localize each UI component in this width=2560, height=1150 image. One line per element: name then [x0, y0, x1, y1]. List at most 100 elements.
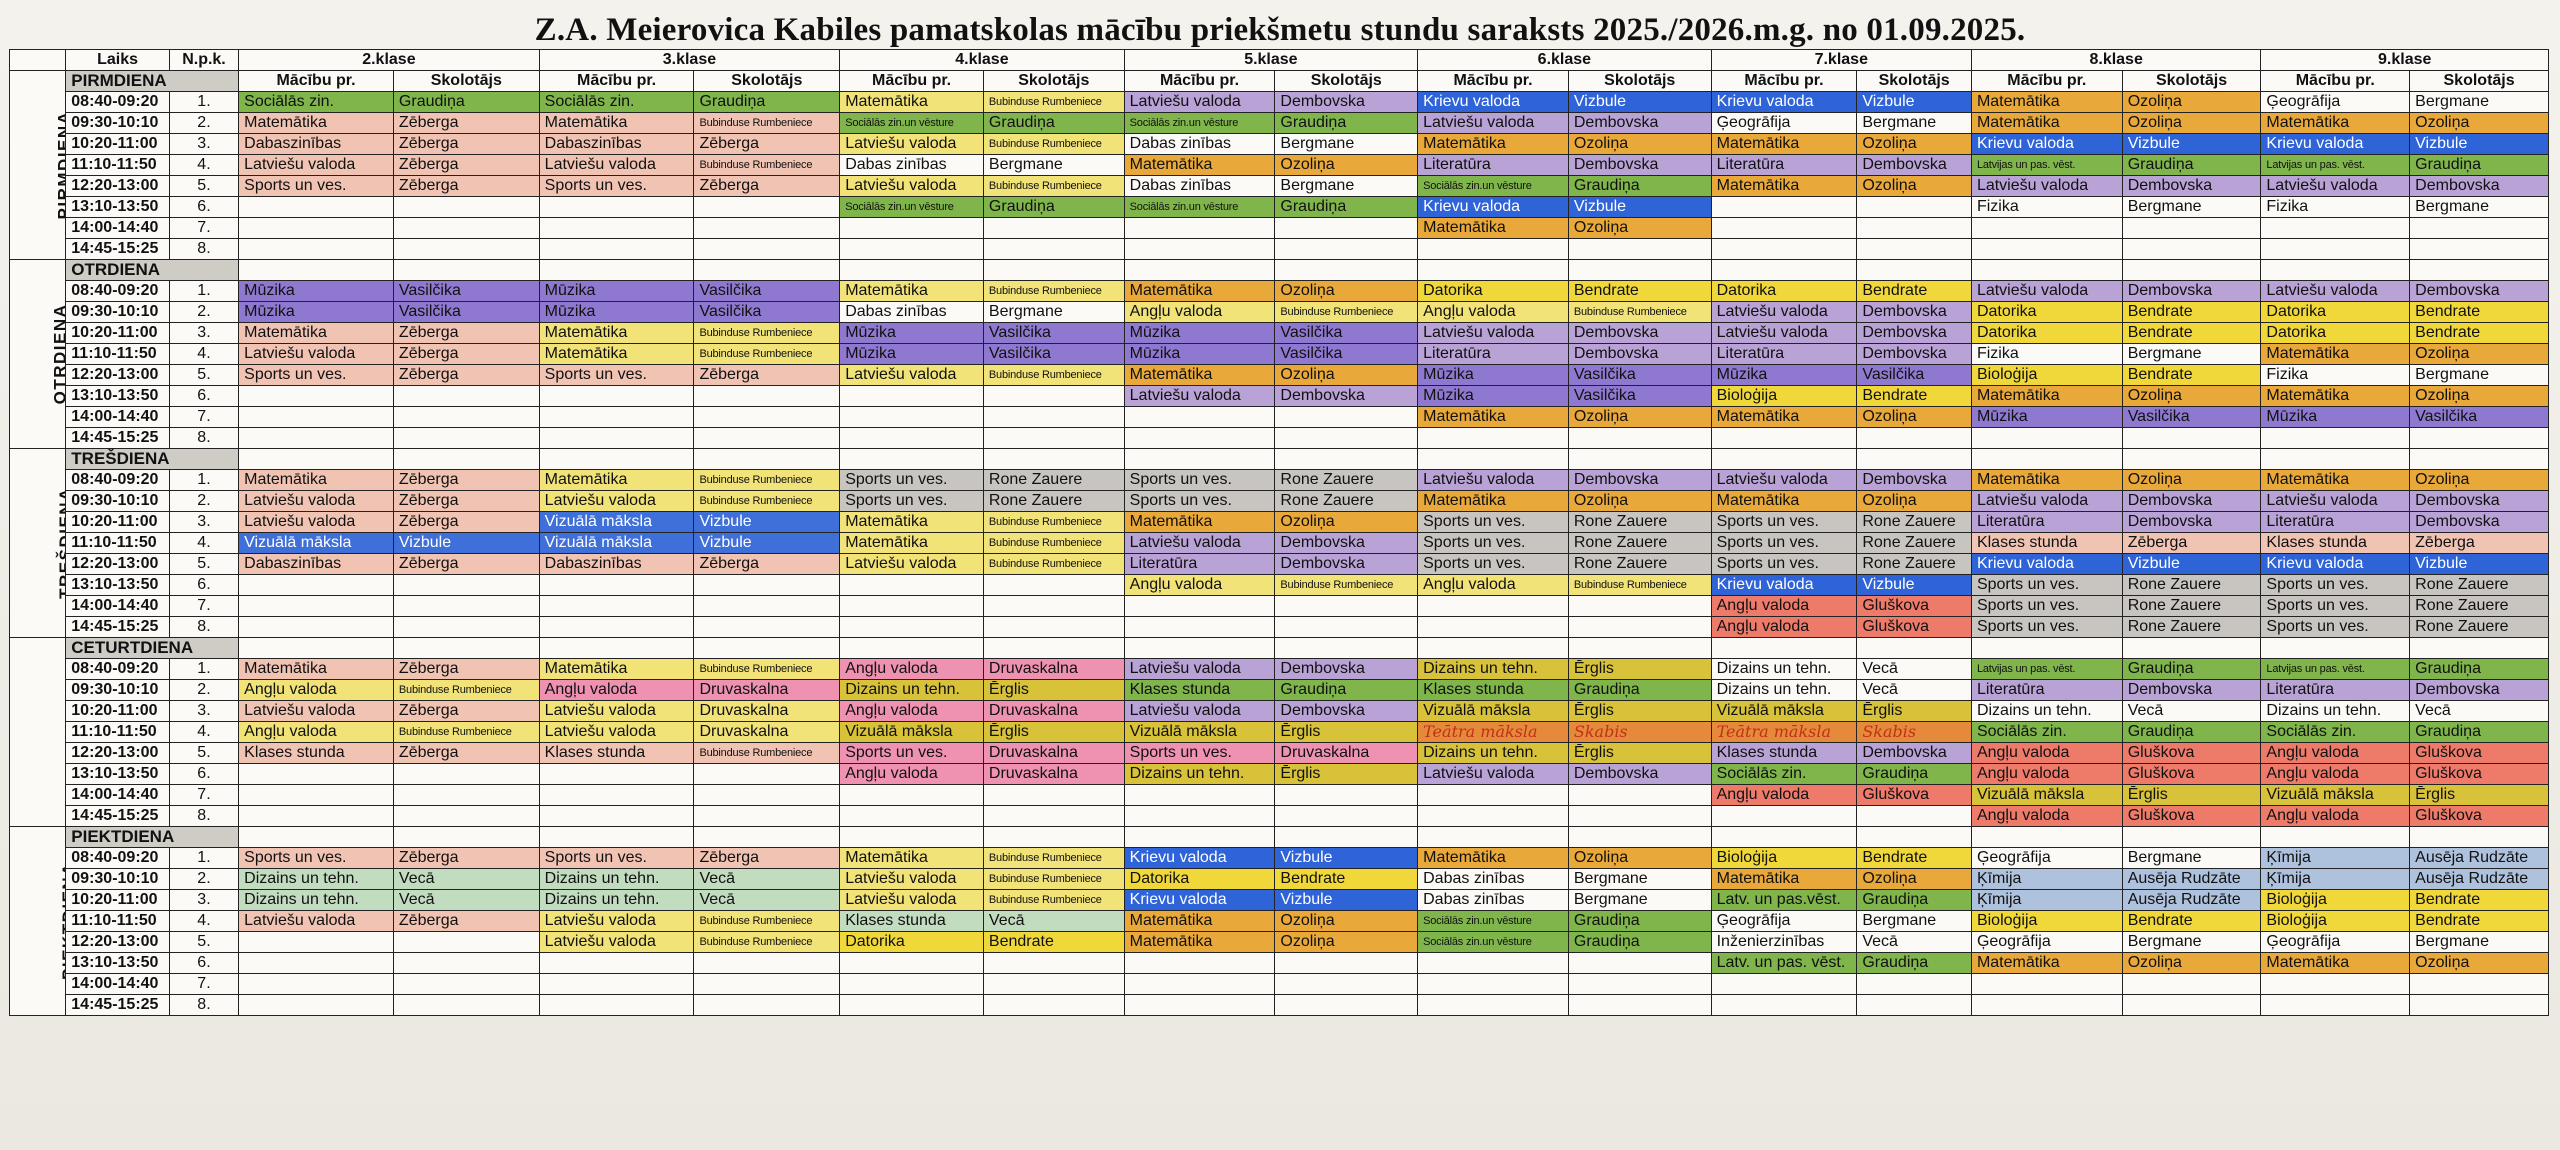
teacher-cell: Vizbule [2121, 133, 2262, 155]
empty-cell [1710, 637, 1858, 659]
lesson-time: 10:20-11:00 [65, 322, 170, 344]
subject-cell: Klases stunda [1970, 532, 2123, 554]
subject-cell: Angļu valoda [2260, 742, 2411, 764]
subject-cell: Angļu valoda [839, 763, 984, 785]
teacher-cell [1567, 238, 1712, 260]
teacher-cell: Ozoliņa [1856, 490, 1972, 512]
subject-cell: Bioloģija [1970, 910, 2123, 932]
teacher-cell [1567, 616, 1712, 638]
subject-cell [238, 217, 394, 239]
teacher-cell: Vizbule [392, 532, 540, 554]
subject-cell [538, 427, 695, 449]
teacher-cell: Dembovska [1856, 322, 1972, 344]
teacher-cell: Dembovska [1274, 91, 1419, 113]
lesson-number: 8. [168, 994, 240, 1016]
teacher-cell: Graudiņa [982, 196, 1125, 218]
class-header: 9.klase [2260, 49, 2549, 71]
teacher-cell: Bergmane [1567, 889, 1712, 911]
lesson-time: 08:40-09:20 [65, 658, 170, 680]
teacher-cell: Bergmane [2409, 91, 2549, 113]
subject-cell: Sociālās zin.un vēsture [1417, 931, 1569, 953]
subject-cell: Sports un ves. [1123, 490, 1276, 512]
teacher-cell [693, 973, 841, 995]
lesson-number: 5. [168, 175, 240, 197]
subject-cell: Dabas zinības [1123, 175, 1276, 197]
teacher-col-header: Skolotājs [1567, 70, 1712, 92]
subject-cell: Matemātika [839, 91, 984, 113]
teacher-cell: Vecā [693, 868, 841, 890]
lesson-row: 11:10-11:50 4. Latviešu valoda Zēberga Latvi… [10, 910, 2549, 932]
teacher-cell: Vasilčika [1567, 364, 1712, 386]
empty-cell [1417, 637, 1569, 659]
teacher-cell: Bubinduse Rumbeniece [982, 889, 1125, 911]
lesson-time: 11:10-11:50 [65, 910, 170, 932]
empty-cell [392, 826, 540, 848]
subject-cell: Angļu valoda [1710, 616, 1858, 638]
teacher-cell [693, 595, 841, 617]
teacher-cell: Ērglis [1274, 763, 1419, 785]
subject-cell: Sociālās zin. [238, 91, 394, 113]
teacher-cell: Vasilčika [392, 301, 540, 323]
lesson-row: 11:10-11:50 4. Angļu valoda Bubinduse Rumbe… [10, 721, 2549, 743]
teacher-cell [1274, 238, 1419, 260]
subject-cell: Latviešu valoda [238, 700, 394, 722]
subject-cell: Matemātika [2260, 343, 2411, 365]
subject-cell: Latviešu valoda [839, 133, 984, 155]
subject-cell: Matemātika [2260, 469, 2411, 491]
teacher-cell: Rone Zauere [2409, 595, 2549, 617]
teacher-cell: Ozoliņa [2121, 469, 2262, 491]
empty-cell [1970, 637, 2123, 659]
subject-cell: Ķīmija [2260, 868, 2411, 890]
subject-cell: Fizika [1970, 196, 2123, 218]
teacher-cell: Ērglis [1274, 721, 1419, 743]
teacher-cell: Bendrate [2409, 301, 2549, 323]
subject-cell: Latvijas un pas. vēst. [2260, 658, 2411, 680]
subject-cell [2260, 973, 2411, 995]
subject-cell [839, 595, 984, 617]
lesson-row: 11:10-11:50 4. Vizuālā māksla Vizbule Vizuāl… [10, 532, 2549, 554]
teacher-cell [982, 595, 1125, 617]
subject-cell: Sports un ves. [1970, 574, 2123, 596]
subject-cell: Inženierzinības [1710, 931, 1858, 953]
lesson-row: 10:20-11:00 3. Matemātika Zēberga Matemātika… [10, 322, 2549, 344]
lesson-row: 08:40-09:20 1. Mūzika Vasilčika Mūzika Vasilč… [10, 280, 2549, 302]
subject-cell: Dizains un tehn. [538, 889, 695, 911]
subject-cell: Klases stunda [238, 742, 394, 764]
subject-col-header: Mācību pr. [1123, 70, 1276, 92]
lesson-time: 10:20-11:00 [65, 511, 170, 533]
lesson-row: 13:10-13:50 6. Angļu valoda Druvaskalna Diza… [10, 763, 2549, 785]
teacher-cell: Ozoliņa [2121, 91, 2262, 113]
teacher-col-header: Skolotājs [1274, 70, 1419, 92]
lesson-time: 09:30-10:10 [65, 679, 170, 701]
subject-cell: Sports un ves. [839, 742, 984, 764]
class-header: 4.klase [839, 49, 1125, 71]
empty-cell [2409, 637, 2549, 659]
lesson-row: 13:10-13:50 6. Angļu valoda Bubinduse Rumbe… [10, 574, 2549, 596]
teacher-cell [1274, 994, 1419, 1016]
subject-cell: Sociālās zin.un vēsture [1417, 175, 1569, 197]
subject-col-header: Mācību pr. [1710, 70, 1858, 92]
teacher-cell: Zēberga [392, 847, 540, 869]
teacher-cell: Ozoliņa [1567, 217, 1712, 239]
lesson-row: 14:45-15:25 8. [10, 238, 2549, 260]
teacher-cell: Bubinduse Rumbeniece [693, 742, 841, 764]
empty-cell [392, 448, 540, 470]
teacher-col-header: Skolotājs [1856, 70, 1972, 92]
teacher-cell: Rone Zauere [2409, 616, 2549, 638]
subject-cell [238, 427, 394, 449]
subject-cell: Datorika [1970, 301, 2123, 323]
subject-cell: Angļu valoda [1417, 574, 1569, 596]
empty-cell [1123, 448, 1276, 470]
subject-cell: Matemātika [538, 322, 695, 344]
teacher-cell: Ozoliņa [1856, 868, 1972, 890]
subject-cell: Latv. un pas.vēst. [1710, 889, 1858, 911]
subject-cell [1710, 994, 1858, 1016]
teacher-cell: Dembovska [2409, 679, 2549, 701]
teacher-cell: Graudiņa [1567, 679, 1712, 701]
subject-cell: Datorika [1417, 280, 1569, 302]
teacher-cell [1274, 217, 1419, 239]
subject-cell: Latviešu valoda [2260, 490, 2411, 512]
teacher-cell: Ozoliņa [1274, 511, 1419, 533]
subject-cell [839, 406, 984, 428]
subject-col-header: Mācību pr. [1417, 70, 1569, 92]
